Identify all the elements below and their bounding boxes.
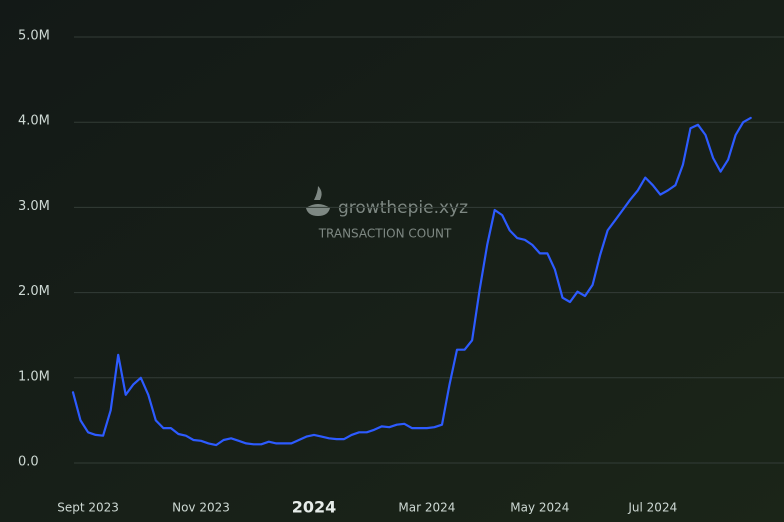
y-tick-label: 1.0M [18, 369, 50, 384]
x-tick-label: Nov 2023 [172, 501, 230, 515]
x-tick-label: 2024 [292, 498, 337, 517]
y-tick-label: 2.0M [18, 284, 50, 299]
watermark: growthepie.xyz TRANSACTION COUNT [306, 186, 468, 241]
x-tick-label: Jul 2024 [627, 501, 677, 515]
x-tick-label: Sept 2023 [57, 501, 119, 515]
watermark-brand: growthepie.xyz [338, 198, 468, 218]
y-tick-label: 4.0M [18, 114, 50, 129]
y-tick-label: 5.0M [18, 29, 50, 44]
watermark-logo [306, 186, 330, 216]
watermark-metric: TRANSACTION COUNT [318, 227, 452, 241]
y-tick-label: 0.0 [18, 455, 39, 470]
x-tick-label: Mar 2024 [398, 501, 455, 515]
y-tick-label: 3.0M [18, 199, 50, 214]
data-line [71, 116, 752, 447]
x-tick-label: May 2024 [510, 501, 569, 515]
